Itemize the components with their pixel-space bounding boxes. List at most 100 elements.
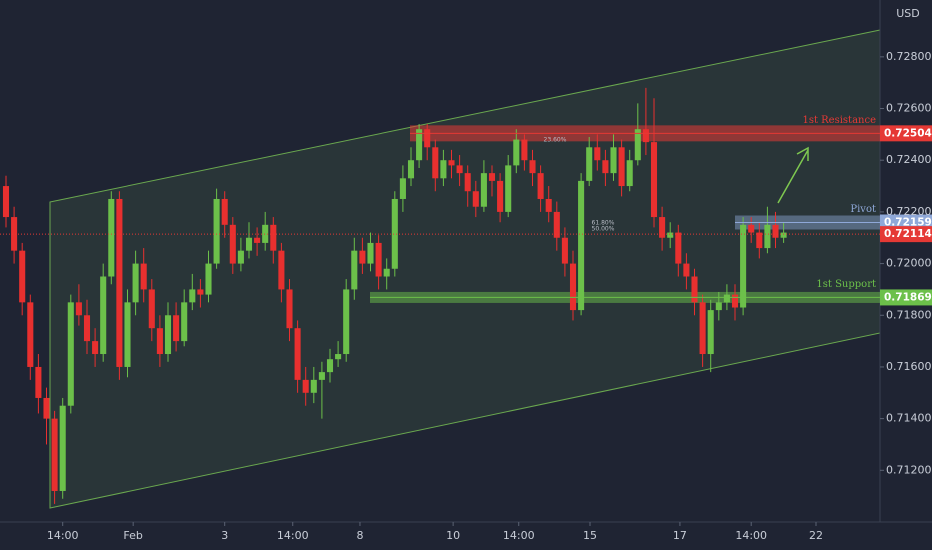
candle-body: [59, 405, 66, 491]
y-tick-label: 0.72600: [886, 102, 932, 115]
candle-body: [181, 302, 188, 342]
currency: USD: [896, 7, 920, 20]
candle-body: [569, 263, 577, 311]
candle-body: [2, 186, 10, 218]
candle-body: [707, 310, 714, 355]
candles: [2, 87, 787, 504]
candle-body: [27, 302, 34, 367]
candle-body: [748, 224, 755, 233]
candle-body: [75, 302, 82, 316]
candle-body: [189, 289, 196, 303]
candle-body: [432, 147, 439, 179]
candle-body: [237, 250, 244, 264]
candle-body: [578, 180, 585, 311]
level-name: 1st Support: [816, 279, 876, 290]
y-tick-label: 0.71800: [886, 308, 932, 321]
candle-body: [561, 237, 568, 264]
candle-body: [51, 418, 58, 491]
candle-body: [35, 366, 42, 398]
candle-body: [723, 294, 730, 303]
y-tick-label: 0.72000: [886, 257, 932, 270]
candle-body: [505, 165, 512, 212]
candle-body: [262, 224, 269, 243]
price-label-box: [880, 226, 932, 243]
candle-body: [642, 129, 649, 143]
candle-body: [715, 302, 722, 311]
candle-body: [497, 180, 504, 212]
y-tick-label: 0.72800: [886, 50, 932, 63]
projection-arrow: [777, 146, 809, 204]
candle-body: [92, 341, 99, 355]
x-tick-label: Feb: [123, 529, 142, 542]
candle-body: [424, 129, 431, 148]
candle-body: [164, 315, 172, 355]
y-tick-label: 0.71600: [886, 360, 932, 373]
x-tick-label: 17: [673, 529, 687, 542]
price-label: 0.72114: [884, 228, 932, 240]
price-label: 0.71869: [884, 291, 932, 303]
candle-body: [594, 147, 601, 161]
candle-body: [610, 147, 617, 174]
candle-body: [772, 224, 779, 238]
x-tick-label: 3: [221, 529, 228, 542]
y-tick-label: 0.71200: [886, 463, 932, 476]
candle-body: [399, 178, 406, 199]
candle-body: [359, 250, 366, 264]
candle-body: [270, 224, 277, 251]
candle-body: [586, 147, 593, 181]
candle-body: [351, 250, 358, 290]
candle-body: [667, 232, 674, 238]
candle-body: [11, 217, 18, 251]
candle-body: [545, 198, 552, 212]
x-tick-label: 10: [446, 529, 460, 542]
candle-body: [116, 198, 123, 367]
candle-body: [156, 328, 163, 355]
candle-body: [83, 315, 91, 342]
candle-body: [302, 379, 309, 393]
candle-body: [367, 242, 374, 264]
candle-body: [626, 160, 633, 187]
y-tick-label: 0.71400: [886, 412, 932, 425]
price-label-box: [880, 289, 932, 306]
candle-body: [464, 173, 471, 192]
candle-body: [602, 160, 609, 174]
candle-body: [278, 250, 285, 290]
candle-body: [221, 198, 228, 225]
price-label: 0.72159: [884, 216, 932, 228]
candle-body: [456, 165, 463, 174]
overlay: 0.72504 1st Resistance 0.72159 Pivot 0.72114…: [0, 115, 932, 306]
candle-body: [521, 139, 528, 161]
candle-body: [683, 263, 690, 277]
fib-label: 23.60%: [544, 137, 567, 144]
x-tick-label: 14:00: [47, 529, 79, 542]
candle-body: [108, 198, 115, 277]
candle-body: [148, 289, 155, 329]
candle-body: [731, 294, 739, 308]
candle-body: [197, 289, 204, 295]
y-tick-label: 0.72200: [886, 205, 932, 218]
candle-body: [691, 276, 698, 303]
candle-body: [659, 217, 666, 238]
level-name: Pivot: [850, 204, 876, 215]
candle-body: [650, 142, 658, 218]
candle-body: [254, 237, 261, 243]
x-tick-label: 14:00: [735, 529, 767, 542]
fib-label: 50.00%: [592, 226, 615, 233]
candle-body: [326, 359, 334, 373]
candle-body: [448, 160, 455, 166]
candle-body: [286, 289, 293, 329]
candle-body: [699, 302, 706, 355]
candle-body: [19, 250, 26, 303]
candle-body: [229, 224, 236, 264]
candle-body: [780, 232, 787, 238]
candle-body: [383, 268, 390, 277]
candle-body: [553, 211, 560, 238]
candle-body: [407, 160, 415, 179]
price-label: 0.72504: [884, 127, 932, 139]
candle-body: [375, 242, 382, 277]
x-tick-label: 14:00: [277, 529, 309, 542]
level-name: 1st Resistance: [802, 115, 876, 126]
candle-body: [618, 147, 625, 187]
candle-body: [335, 354, 342, 360]
